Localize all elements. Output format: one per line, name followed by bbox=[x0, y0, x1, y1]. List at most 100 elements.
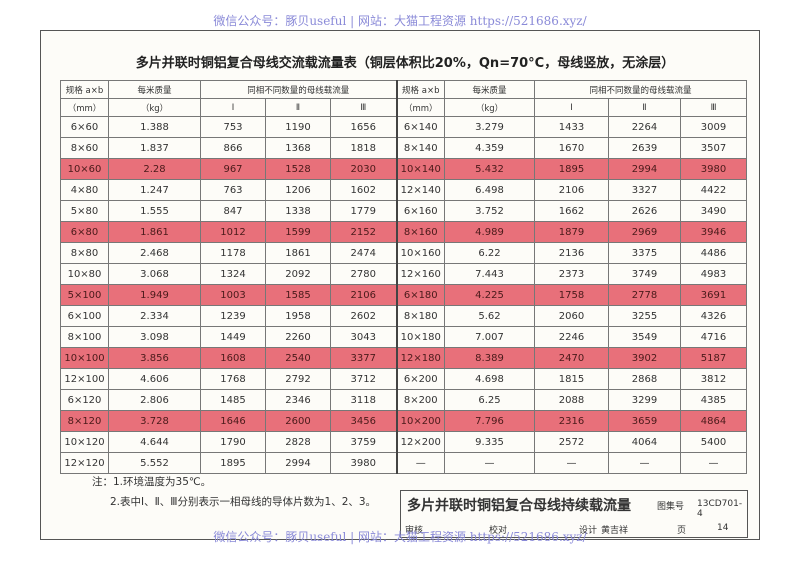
table-cell: 1895 bbox=[200, 452, 266, 474]
table-cell: 2778 bbox=[608, 284, 681, 306]
table-cell: 10×100 bbox=[60, 347, 109, 369]
table-cell: 3043 bbox=[330, 326, 397, 348]
current-table: 规格 a×b 每米质量 同相不同数量的母线载流量 规格 a×b 每米质量 同相不同数量的母… bbox=[60, 80, 747, 474]
table-cell: — bbox=[444, 452, 535, 474]
table-cell: 2152 bbox=[330, 221, 397, 243]
table-row: 12×100 4.606 1768 2792 3712 6×200 4.698 1815 286… bbox=[60, 368, 747, 390]
atlas-label: 图集号 bbox=[657, 502, 685, 512]
table-cell: 2626 bbox=[608, 200, 681, 222]
table-cell: 2373 bbox=[534, 263, 609, 285]
table-cell: 2602 bbox=[330, 305, 397, 327]
table-cell: 3691 bbox=[680, 284, 747, 306]
table-cell: 1779 bbox=[330, 200, 397, 222]
header-cell: Ⅲ bbox=[330, 98, 397, 117]
table-row: 6×60 1.388 753 1190 1656 6×140 3.279 1433 2264 30… bbox=[60, 116, 747, 138]
table-cell: 2060 bbox=[534, 305, 609, 327]
table-cell: 3456 bbox=[330, 410, 397, 432]
table-cell: 3.752 bbox=[444, 200, 535, 222]
table-cell: 3759 bbox=[330, 431, 397, 453]
table-cell: 5.62 bbox=[444, 305, 535, 327]
table-cell: 1.555 bbox=[108, 200, 201, 222]
table-cell: 1178 bbox=[200, 242, 266, 264]
table-cell: 4.359 bbox=[444, 137, 535, 159]
table-cell: 1646 bbox=[200, 410, 266, 432]
table-cell: 1.388 bbox=[108, 116, 201, 138]
header-cell: 规格 a×b bbox=[60, 80, 109, 99]
table-cell: 847 bbox=[200, 200, 266, 222]
header-cell: 规格 a×b bbox=[395, 80, 445, 99]
table-cell: 6×140 bbox=[395, 116, 445, 138]
table-cell: 4.606 bbox=[108, 368, 201, 390]
table-cell: 2792 bbox=[265, 368, 331, 390]
table-cell: 1895 bbox=[534, 158, 609, 180]
table-cell: 2030 bbox=[330, 158, 397, 180]
table-cell: — bbox=[534, 452, 609, 474]
table-cell: 7.443 bbox=[444, 263, 535, 285]
header-cell: （mm） bbox=[60, 98, 109, 117]
table-cell: 1.861 bbox=[108, 221, 201, 243]
table-cell: 4064 bbox=[608, 431, 681, 453]
table-cell: 3980 bbox=[680, 158, 747, 180]
table-cell: 12×200 bbox=[395, 431, 445, 453]
table-cell: 3980 bbox=[330, 452, 397, 474]
table-cell: 5×100 bbox=[60, 284, 109, 306]
table-cell: 6×200 bbox=[395, 368, 445, 390]
table-cell: 2540 bbox=[265, 347, 331, 369]
table-cell: 5400 bbox=[680, 431, 747, 453]
table-cell: 1338 bbox=[265, 200, 331, 222]
table-cell: 1324 bbox=[200, 263, 266, 285]
watermark: 微信公众号：豚贝useful | 网站：大猫工程资源 https://52168… bbox=[213, 530, 587, 544]
table-cell: 10×180 bbox=[395, 326, 445, 348]
table-cell: 1528 bbox=[265, 158, 331, 180]
table-cell: 1608 bbox=[200, 347, 266, 369]
table-cell: 8×200 bbox=[395, 389, 445, 411]
table-cell: 8.389 bbox=[444, 347, 535, 369]
table-cell: 1656 bbox=[330, 116, 397, 138]
designer: 黄吉祥 bbox=[601, 526, 629, 536]
page-label: 页 bbox=[677, 526, 687, 536]
header-row: 规格 a×b 每米质量 同相不同数量的母线载流量 规格 a×b 每米质量 同相不同数量的母… bbox=[60, 80, 747, 99]
table-cell: 4326 bbox=[680, 305, 747, 327]
table-cell: — bbox=[395, 452, 445, 474]
table-cell: 12×100 bbox=[60, 368, 109, 390]
table-cell: 10×80 bbox=[60, 263, 109, 285]
header-cell: Ⅰ bbox=[534, 98, 609, 117]
table-cell: 1485 bbox=[200, 389, 266, 411]
table-cell: 3377 bbox=[330, 347, 397, 369]
drawing-name: 多片并联时铜铝复合母线持续载流量 bbox=[407, 498, 631, 514]
table-cell: 1670 bbox=[534, 137, 609, 159]
table-cell: 3327 bbox=[608, 179, 681, 201]
table-cell: 1239 bbox=[200, 305, 266, 327]
table-cell: 2828 bbox=[265, 431, 331, 453]
table-cell: 4×80 bbox=[60, 179, 109, 201]
table-cell: 5.432 bbox=[444, 158, 535, 180]
table-cell: 2.806 bbox=[108, 389, 201, 411]
table-title: 多片并联时铜铝复合母线交流载流量表（铜层体积比20%，Qn=70°C，母线竖放，… bbox=[135, 56, 675, 71]
review-label: 审核 bbox=[405, 526, 424, 536]
table-cell: 1662 bbox=[534, 200, 609, 222]
table-cell: 2.468 bbox=[108, 242, 201, 264]
header-cell: （kg） bbox=[108, 98, 201, 117]
header-cell: Ⅲ bbox=[680, 98, 747, 117]
table-cell: 5187 bbox=[680, 347, 747, 369]
table-row: 6×120 2.806 1485 2346 3118 8×200 6.25 2088 3299 4… bbox=[60, 389, 747, 411]
table-cell: 3946 bbox=[680, 221, 747, 243]
table-cell: 6×120 bbox=[60, 389, 109, 411]
table-cell: 4864 bbox=[680, 410, 747, 432]
table-row: 10×100 3.856 1608 2540 3377 12×180 8.389 2470 39… bbox=[60, 347, 747, 369]
table-cell: 2316 bbox=[534, 410, 609, 432]
table-cell: — bbox=[680, 452, 747, 474]
table-row: 5×100 1.949 1003 1585 2106 6×180 4.225 1758 2778… bbox=[60, 284, 747, 306]
table-cell: 2572 bbox=[534, 431, 609, 453]
table-cell: 3712 bbox=[330, 368, 397, 390]
table-cell: 1.247 bbox=[108, 179, 201, 201]
table-row: 8×60 1.837 866 1368 1818 8×140 4.359 1670 2639 35… bbox=[60, 137, 747, 159]
table-cell: 1818 bbox=[330, 137, 397, 159]
table-cell: 7.007 bbox=[444, 326, 535, 348]
table-cell: 3299 bbox=[608, 389, 681, 411]
table-cell: 6×160 bbox=[395, 200, 445, 222]
table-cell: 10×60 bbox=[60, 158, 109, 180]
table-cell: 6×180 bbox=[395, 284, 445, 306]
table-cell: 2346 bbox=[265, 389, 331, 411]
table-cell: 1003 bbox=[200, 284, 266, 306]
